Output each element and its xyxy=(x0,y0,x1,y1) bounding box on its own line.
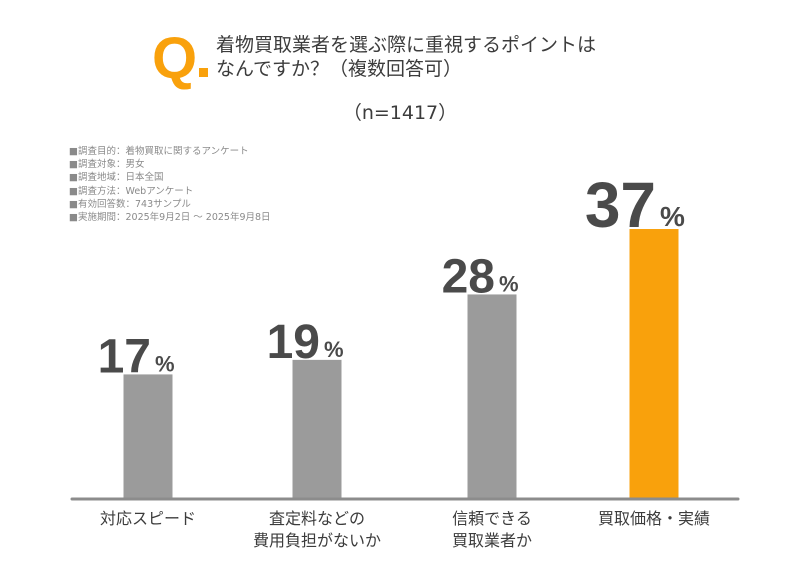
category-label-line: 買取価格・実績 xyxy=(597,509,710,528)
category-label-line: 費用負担がないか xyxy=(252,531,381,550)
percent-sign: % xyxy=(324,337,344,362)
survey-meta: ■調査目的：着物買取に関するアンケート ■調査対象：男女 ■調査地域：日本全国 … xyxy=(69,145,271,224)
meta-method: ■調査方法：Webアンケート xyxy=(69,185,194,197)
meta-period: ■実施期間：2025年9月2日 ～ 2025年9月8日 xyxy=(69,212,271,224)
category-label: 買取価格・実績 xyxy=(564,508,744,530)
meta-region: ■調査地域：日本全国 xyxy=(69,172,164,184)
bar-2 xyxy=(292,359,342,498)
bar-value-label: 19 xyxy=(267,316,320,369)
bar-value-label: 37 xyxy=(585,169,656,241)
percent-sign: % xyxy=(499,271,519,296)
percent-sign: % xyxy=(660,201,685,232)
category-label: 対応スピード xyxy=(58,508,238,530)
category-label-line: 査定料などの xyxy=(268,509,365,528)
bar-4 xyxy=(629,229,679,498)
bar-1 xyxy=(123,374,173,498)
category-label: 査定料などの 費用負担がないか xyxy=(227,508,407,552)
meta-target: ■調査対象：男女 xyxy=(69,159,145,171)
bar-value-label: 28 xyxy=(442,250,495,303)
bar-3 xyxy=(467,294,517,498)
chart-title: 着物買取業者を選ぶ際に重視するポイントは なんですか？（複数回答可） xyxy=(216,33,596,81)
category-label-line: 対応スピード xyxy=(99,509,196,528)
sample-size: （n=1417） xyxy=(342,102,458,124)
meta-responses: ■有効回答数：743サンプル xyxy=(69,198,191,210)
q-mark: Q xyxy=(152,26,197,91)
meta-purpose: ■調査目的：着物買取に関するアンケート xyxy=(69,146,249,157)
percent-sign: % xyxy=(155,351,175,376)
title-line-2: なんですか？（複数回答可） xyxy=(216,58,463,80)
category-label: 信頼できる買取業者か xyxy=(402,508,582,552)
category-label-line: 買取業者か xyxy=(451,531,532,550)
category-label-line: 信頼できる xyxy=(452,509,532,528)
title-line-1: 着物買取業者を選ぶ際に重視するポイントは xyxy=(216,34,597,56)
q-dot xyxy=(199,68,208,77)
bar-value-label: 17 xyxy=(98,330,151,383)
